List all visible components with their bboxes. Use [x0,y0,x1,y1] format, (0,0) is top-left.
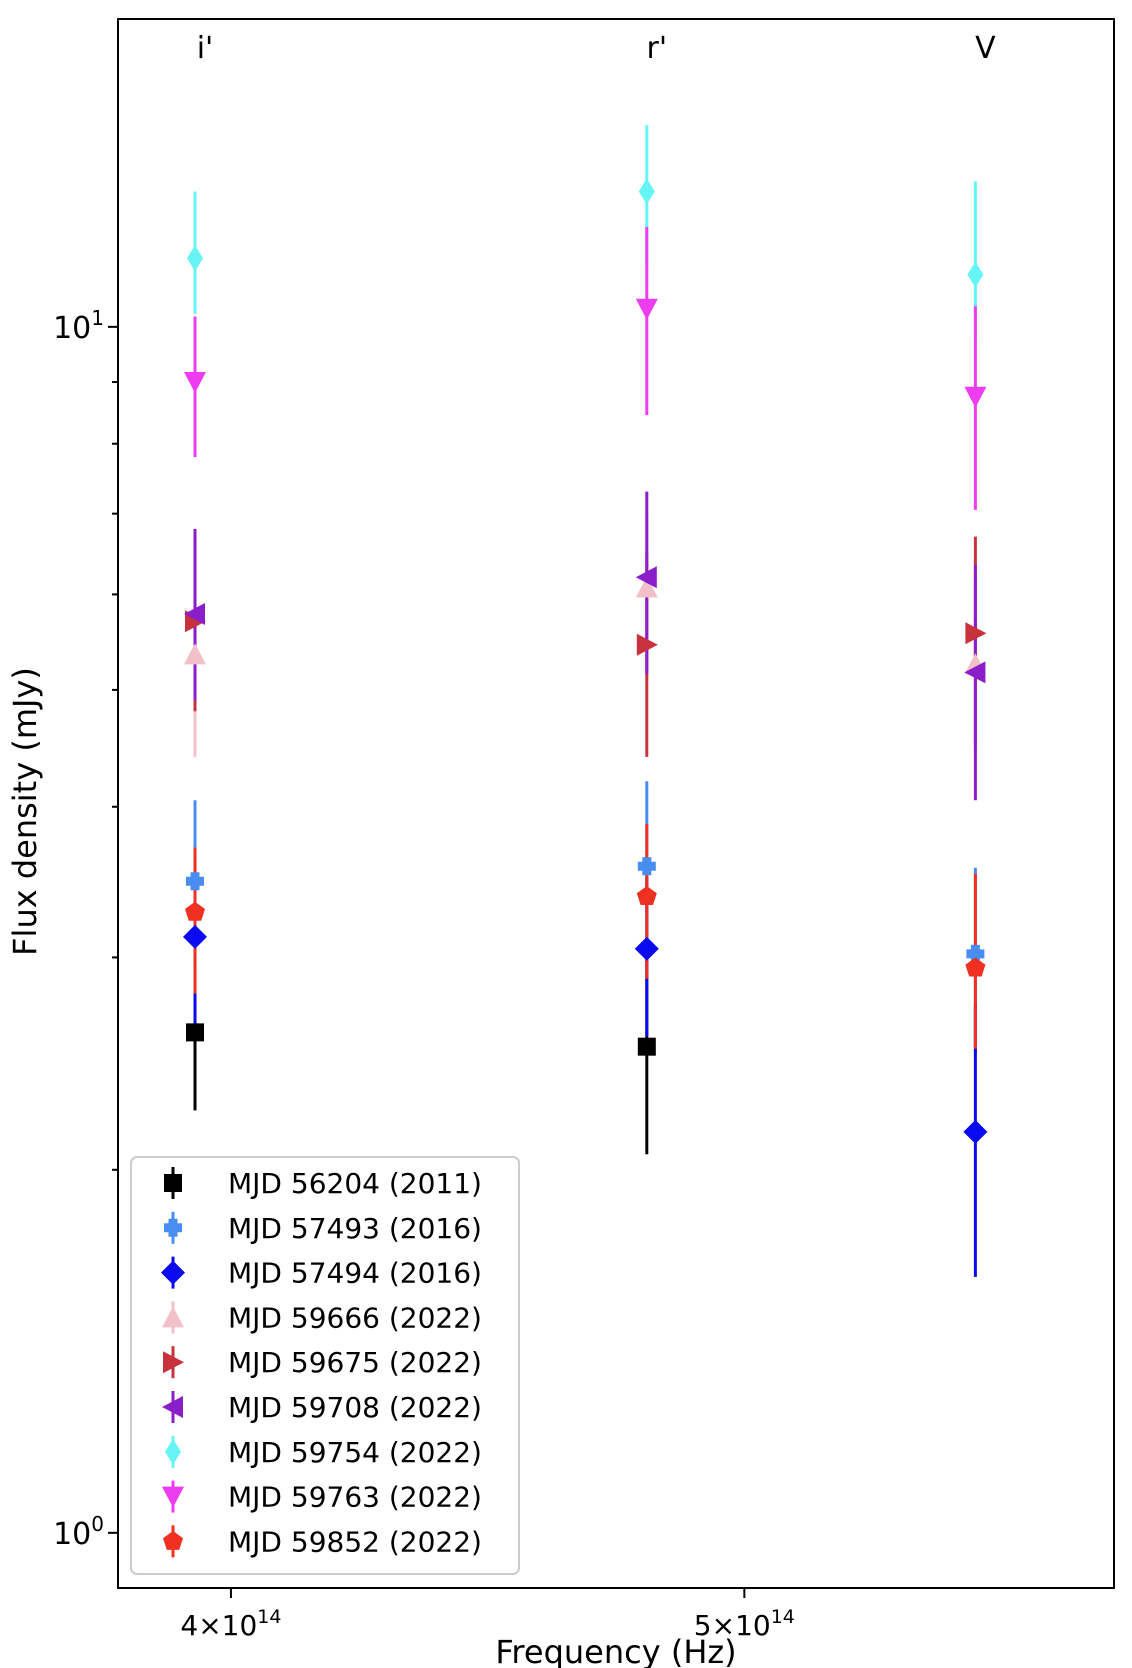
legend-marker-7 [165,1438,181,1465]
marker-4-2 [635,576,658,598]
legend-entry-7: MJD 59754 (2022) [165,1435,482,1469]
band-label-2: r' [647,31,668,66]
marker-9-1 [185,901,205,921]
marker-5-2 [636,633,658,656]
legend-marker-6 [162,1396,183,1418]
y-tick-label-2: 101 [53,306,104,346]
x-tick-mantissa: 4×10 [180,1609,257,1642]
marker-3-2 [634,936,659,961]
marker-1-2 [637,1037,656,1056]
legend-entry-9: MJD 59852 (2022) [163,1525,482,1558]
legend-marker-2 [164,1218,182,1237]
y-axis-label: Flux density (mJy) [6,667,44,956]
legend-box [130,1156,520,1575]
legend-label-1: MJD 56204 (2011) [228,1167,482,1200]
marker-7-3 [967,261,984,288]
legend-label-3: MJD 57494 (2016) [228,1257,482,1290]
legend-label-2: MJD 57493 (2016) [228,1212,482,1245]
legend-entry-4: MJD 59666 (2022) [162,1301,482,1334]
legend-entry-2: MJD 57493 (2016) [164,1211,482,1245]
x-axis-label: Frequency (Hz) [495,1633,736,1668]
legend-label-9: MJD 59852 (2022) [228,1525,482,1558]
x-tick-mantissa: 5×10 [694,1609,771,1642]
marker-3-1 [183,924,207,949]
plot-frame [117,18,1115,1589]
marker-2-3 [966,944,985,963]
legend-entry-1: MJD 56204 (2011) [164,1167,482,1200]
legend-label-4: MJD 59666 (2022) [228,1301,482,1334]
legend-label-7: MJD 59754 (2022) [228,1436,482,1469]
y-tick-base: 10 [53,1517,91,1552]
marker-7-1 [187,245,203,272]
x-tick-label-2: 5×1014 [694,1606,795,1642]
marker-7-2 [638,178,655,205]
legend-entry-3: MJD 57494 (2016) [161,1256,482,1290]
legend-marker-8 [162,1486,184,1508]
data-markers [183,178,988,1144]
legend-marker-4 [162,1306,184,1328]
x-tick-exponent: 14 [771,1606,795,1628]
marker-2-1 [186,872,204,891]
legend-entry-6: MJD 59708 (2022) [162,1391,482,1424]
marker-6-2 [635,566,657,589]
y-tick-label-1: 100 [53,1512,104,1552]
marker-9-3 [965,957,986,977]
marker-9-2 [636,886,657,905]
legend-entry-8: MJD 59763 (2022) [162,1480,482,1514]
legend-label-8: MJD 59763 (2022) [228,1481,482,1514]
marker-5-3 [965,622,987,645]
legend-label-6: MJD 59708 (2022) [228,1391,482,1424]
marker-6-3 [964,661,986,684]
marker-4-1 [184,643,206,665]
x-tick-label-1: 4×1014 [180,1606,281,1642]
marker-8-1 [184,372,206,393]
legend-marker-5 [163,1351,184,1374]
marker-6-1 [184,603,205,625]
y-tick-exponent: 0 [91,1512,104,1536]
band-label-3: V [975,31,996,66]
marker-8-2 [635,298,658,320]
legend-marker-9 [163,1530,183,1550]
y-tick-exponent: 1 [91,306,104,330]
y-tick-base: 10 [53,311,91,346]
legend-marker-1 [164,1174,182,1192]
marker-8-3 [964,386,987,408]
legend-entry-5: MJD 59675 (2022) [163,1346,482,1379]
marker-3-3 [963,1119,988,1144]
legend-label-5: MJD 59675 (2022) [228,1346,482,1379]
x-tick-exponent: 14 [257,1606,281,1628]
band-label-1: i' [197,31,214,66]
marker-1-1 [186,1023,205,1042]
marker-2-2 [637,857,656,876]
band-labels: i' r' V [197,31,996,66]
legend-marker-3 [161,1260,185,1285]
legend: MJD 56204 (2011) MJD 57493 (2016) MJD 5749… [130,1156,520,1575]
